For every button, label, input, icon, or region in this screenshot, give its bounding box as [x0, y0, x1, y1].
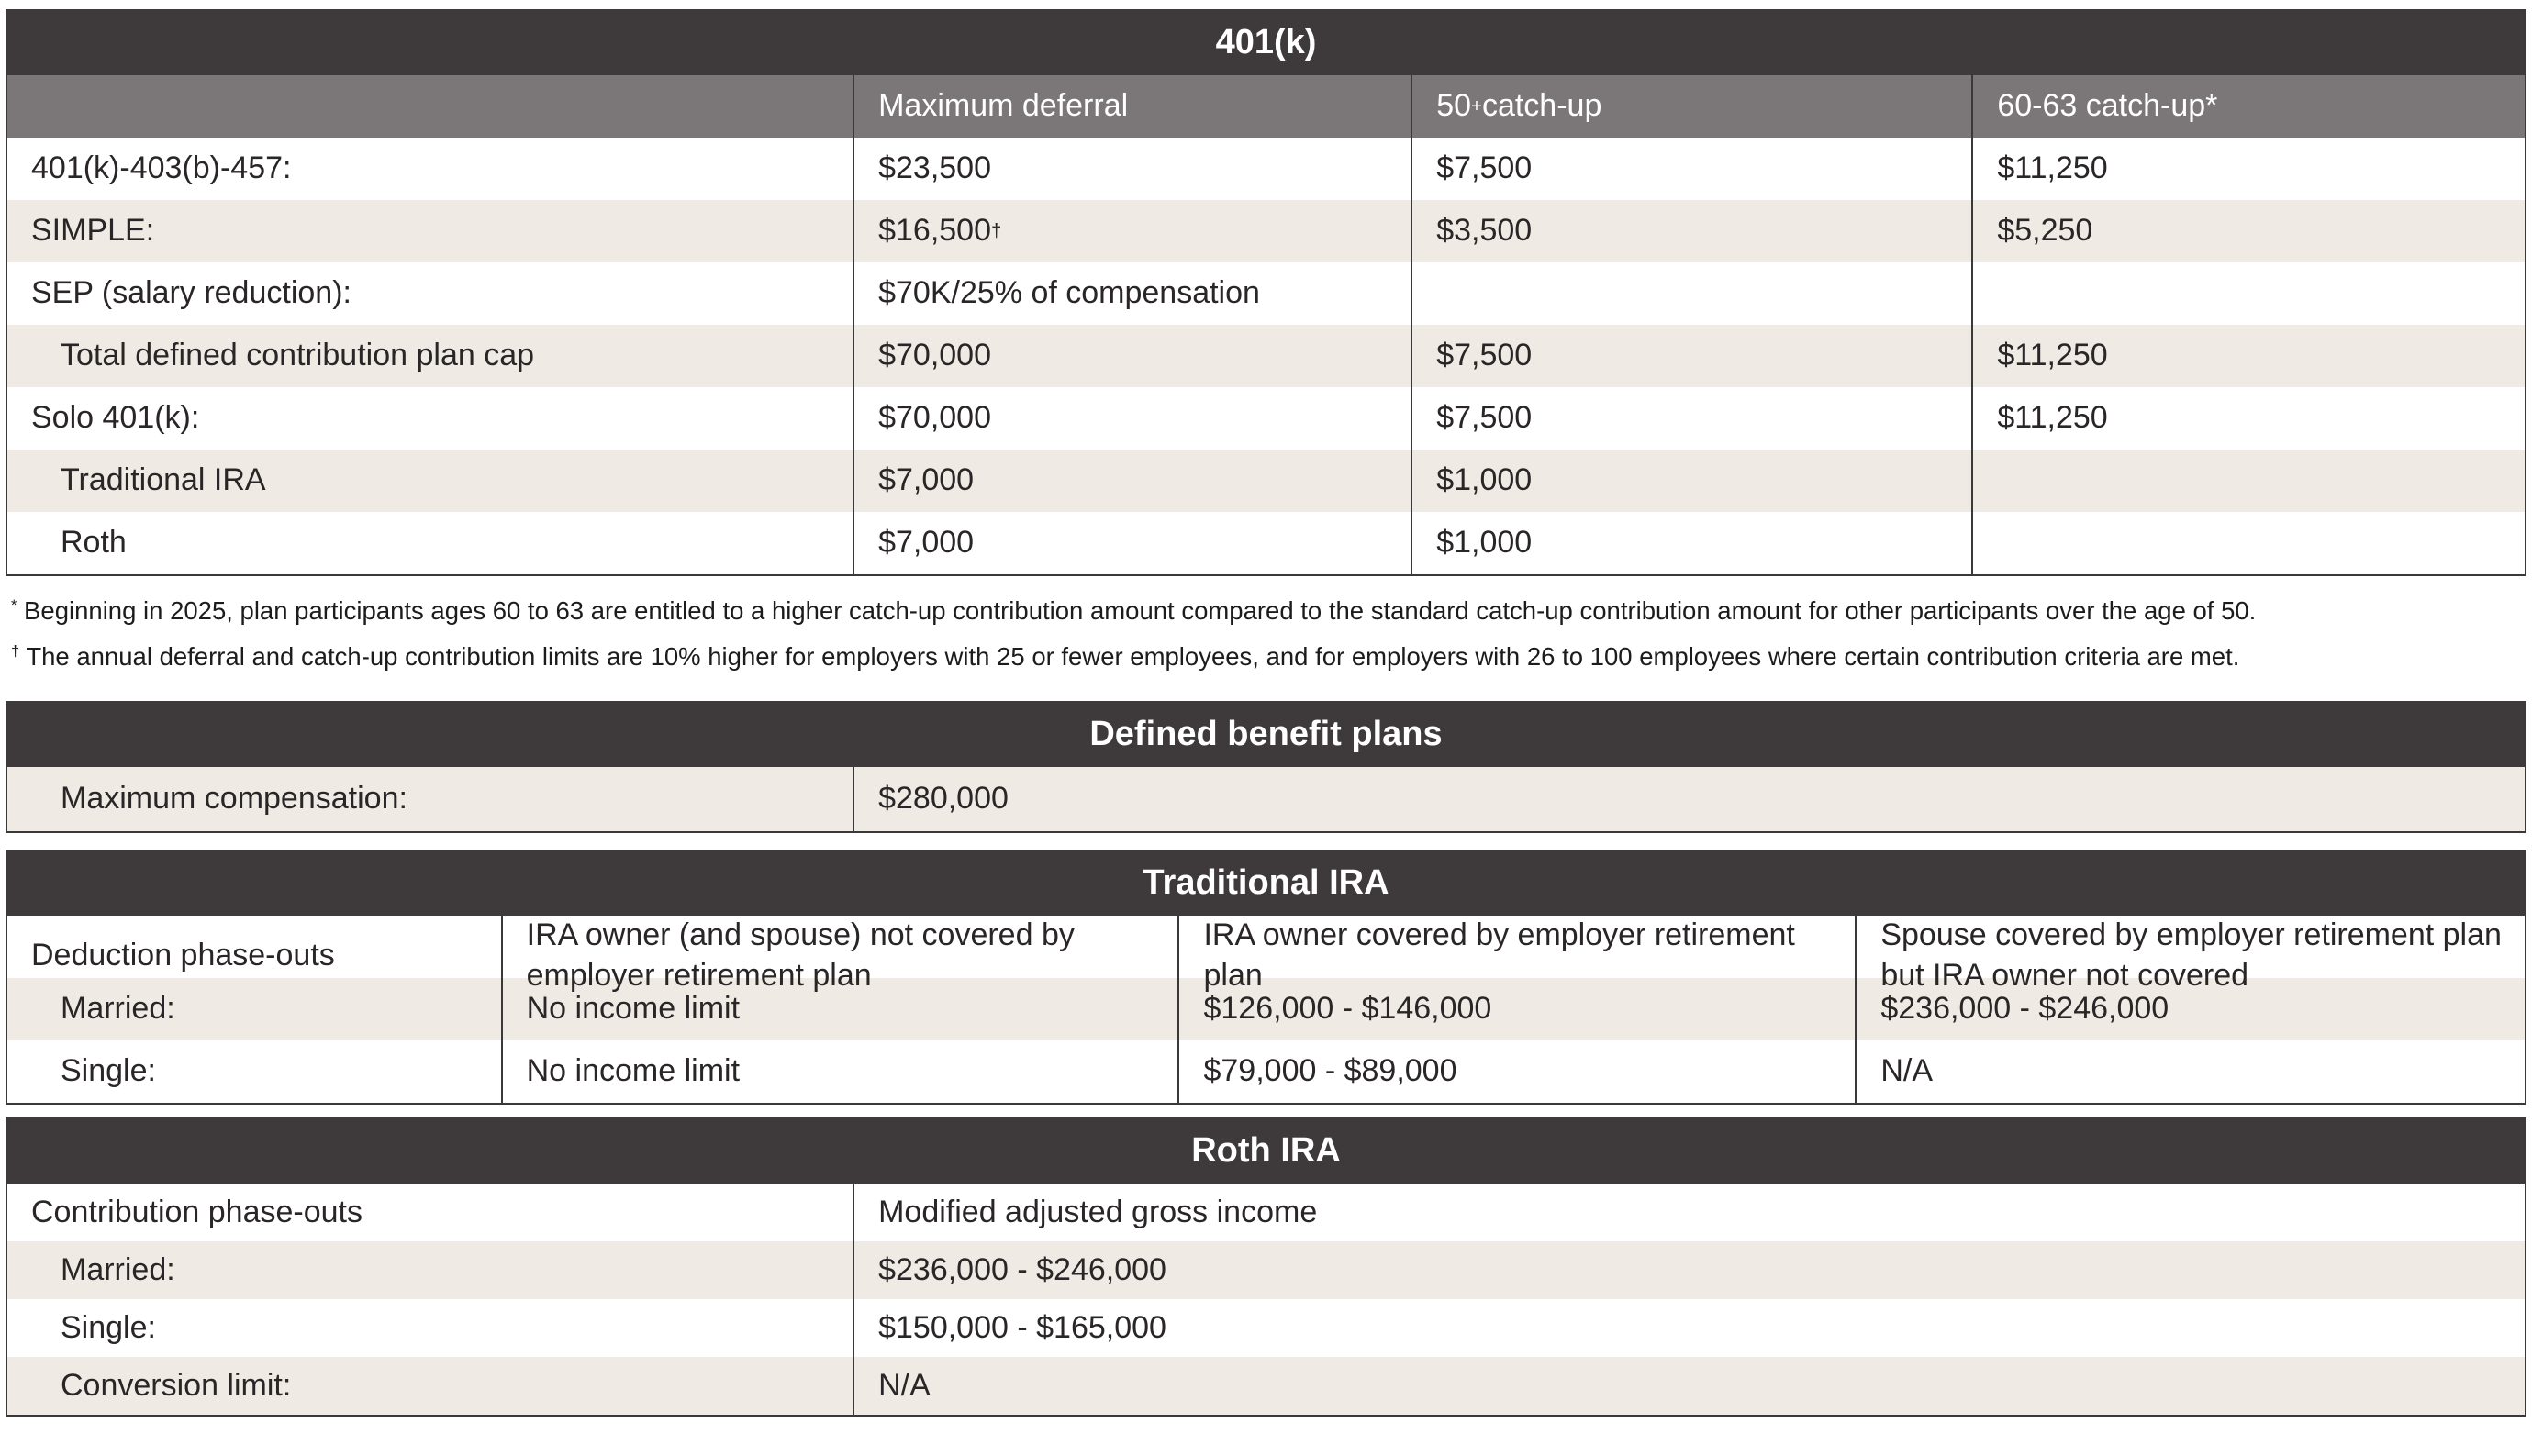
table-row: SEP (salary reduction): $70K/25% of comp…	[7, 262, 2525, 325]
row-label: Conversion limit:	[61, 1367, 292, 1403]
table-traditional-ira-header-row: Deduction phase-outs IRA owner (and spou…	[7, 916, 2525, 996]
table-row: Roth $7,000 $1,000	[7, 512, 2525, 574]
table-roth-ira: Roth IRA Contribution phase-outs Modifie…	[6, 1117, 2526, 1417]
table-roth-ira-header-row: Contribution phase-outs Modified adjuste…	[7, 1184, 2525, 1241]
header-cell-spouse-covered: Spouse covered by employer retirement pl…	[1855, 916, 2525, 996]
catch-50-value	[1411, 262, 1971, 325]
dagger-marker: †	[11, 642, 20, 660]
not-covered-value: No income limit	[500, 1040, 1178, 1103]
table-401k: 401(k) Maximum deferral 50 + catch-up 60-…	[6, 9, 2526, 576]
row-label: Married:	[61, 1251, 175, 1287]
catch-60-63-value	[1971, 262, 2525, 325]
catch-50-value: $7,500	[1411, 387, 1971, 450]
catch-60-63-value: $11,250	[1971, 387, 2525, 450]
header-cell-50-catch-up: 50 + catch-up	[1411, 75, 1971, 138]
table-row: Married: $236,000 - $246,000	[7, 1241, 2525, 1299]
table-traditional-ira: Traditional IRA Deduction phase-outs IRA…	[6, 850, 2526, 1105]
spouse-covered-value: $236,000 - $246,000	[1855, 978, 2525, 1040]
row-label: SEP (salary reduction):	[31, 275, 351, 311]
table-traditional-ira-title: Traditional IRA	[7, 850, 2525, 916]
owner-covered-value: $79,000 - $89,000	[1177, 1040, 1855, 1103]
header-cell-owner-covered: IRA owner covered by employer retirement…	[1177, 916, 1855, 996]
simple-value-base: $16,500	[878, 213, 991, 249]
max-deferral-value: $7,000	[853, 450, 1411, 512]
footnotes: * Beginning in 2025, plan participants a…	[6, 591, 2526, 677]
table-row: SIMPLE: $16,500 † $3,500 $5,250	[7, 200, 2525, 262]
header-cell-contribution-phase-outs: Contribution phase-outs	[31, 1194, 363, 1229]
table-row: Single: $150,000 - $165,000	[7, 1299, 2525, 1357]
row-label: Maximum compensation:	[61, 781, 407, 817]
footnote-asterisk: * Beginning in 2025, plan participants a…	[11, 591, 2526, 631]
catch-50-rest: catch-up	[1481, 88, 1602, 124]
footnote-text: Beginning in 2025, plan participants age…	[17, 596, 2257, 625]
max-deferral-value: $70,000	[853, 387, 1411, 450]
row-label: Traditional IRA	[61, 462, 266, 498]
row-value: $236,000 - $246,000	[853, 1241, 2525, 1299]
header-cell-max-deferral: Maximum deferral	[853, 75, 1411, 138]
table-row: Maximum compensation: $280,000	[7, 767, 2525, 831]
catch-50-value: $1,000	[1411, 450, 1971, 512]
catch-50-value: $1,000	[1411, 512, 1971, 574]
max-deferral-value: $70,000	[853, 325, 1411, 387]
row-value: N/A	[853, 1357, 2525, 1415]
catch-60-63-value: $11,250	[1971, 325, 2525, 387]
max-deferral-value: $16,500 †	[853, 200, 1411, 262]
header-cell-60-63-catch-up: 60-63 catch-up*	[1971, 75, 2525, 138]
asterisk-marker: *	[11, 596, 17, 614]
owner-covered-value: $126,000 - $146,000	[1177, 978, 1855, 1040]
header-cell-blank	[7, 75, 853, 138]
max-deferral-value: $23,500	[853, 138, 1411, 200]
table-defined-benefit: Defined benefit plans Maximum compensati…	[6, 701, 2526, 833]
table-row: Total defined contribution plan cap $70,…	[7, 325, 2525, 387]
table-row: Solo 401(k): $70,000 $7,500 $11,250	[7, 387, 2525, 450]
header-cell-magi: Modified adjusted gross income	[853, 1184, 2525, 1241]
header-cell-deduction-phase-outs: Deduction phase-outs	[31, 937, 335, 973]
table-roth-ira-title: Roth IRA	[7, 1117, 2525, 1184]
table-401k-title: 401(k)	[7, 9, 2525, 75]
table-row: Single: No income limit $79,000 - $89,00…	[7, 1040, 2525, 1103]
spouse-covered-value: N/A	[1855, 1040, 2525, 1103]
catch-50-base: 50	[1436, 88, 1472, 124]
catch-60-63-value: $5,250	[1971, 200, 2525, 262]
max-deferral-value: $70K/25% of compensation	[853, 262, 1411, 325]
row-label: Roth	[61, 525, 127, 561]
row-label: 401(k)-403(b)-457:	[31, 150, 292, 186]
footnote-text: The annual deferral and catch-up contrib…	[19, 642, 2240, 671]
row-value: $280,000	[853, 767, 2525, 831]
header-cell-not-covered: IRA owner (and spouse) not covered by em…	[500, 916, 1178, 996]
table-401k-header-row: Maximum deferral 50 + catch-up 60-63 catc…	[7, 75, 2525, 138]
catch-60-63-value: $11,250	[1971, 138, 2525, 200]
footnote-dagger: † The annual deferral and catch-up contr…	[11, 637, 2526, 677]
row-label: Solo 401(k):	[31, 400, 200, 436]
row-value: $150,000 - $165,000	[853, 1299, 2525, 1357]
row-label: Total defined contribution plan cap	[61, 338, 535, 373]
catch-60-63-value	[1971, 512, 2525, 574]
table-row: Traditional IRA $7,000 $1,000	[7, 450, 2525, 512]
catch-50-value: $7,500	[1411, 325, 1971, 387]
max-deferral-value: $7,000	[853, 512, 1411, 574]
row-label: Single:	[61, 1053, 156, 1089]
table-row: 401(k)-403(b)-457: $23,500 $7,500 $11,25…	[7, 138, 2525, 200]
catch-50-value: $3,500	[1411, 200, 1971, 262]
row-label: Married:	[61, 991, 175, 1027]
catch-50-value: $7,500	[1411, 138, 1971, 200]
table-defined-benefit-title: Defined benefit plans	[7, 701, 2525, 767]
not-covered-value: No income limit	[500, 978, 1178, 1040]
row-label: SIMPLE:	[31, 213, 155, 249]
table-row: Married: No income limit $126,000 - $146…	[7, 978, 2525, 1040]
table-row: Conversion limit: N/A	[7, 1357, 2525, 1415]
catch-60-63-value	[1971, 450, 2525, 512]
row-label: Single:	[61, 1309, 156, 1345]
